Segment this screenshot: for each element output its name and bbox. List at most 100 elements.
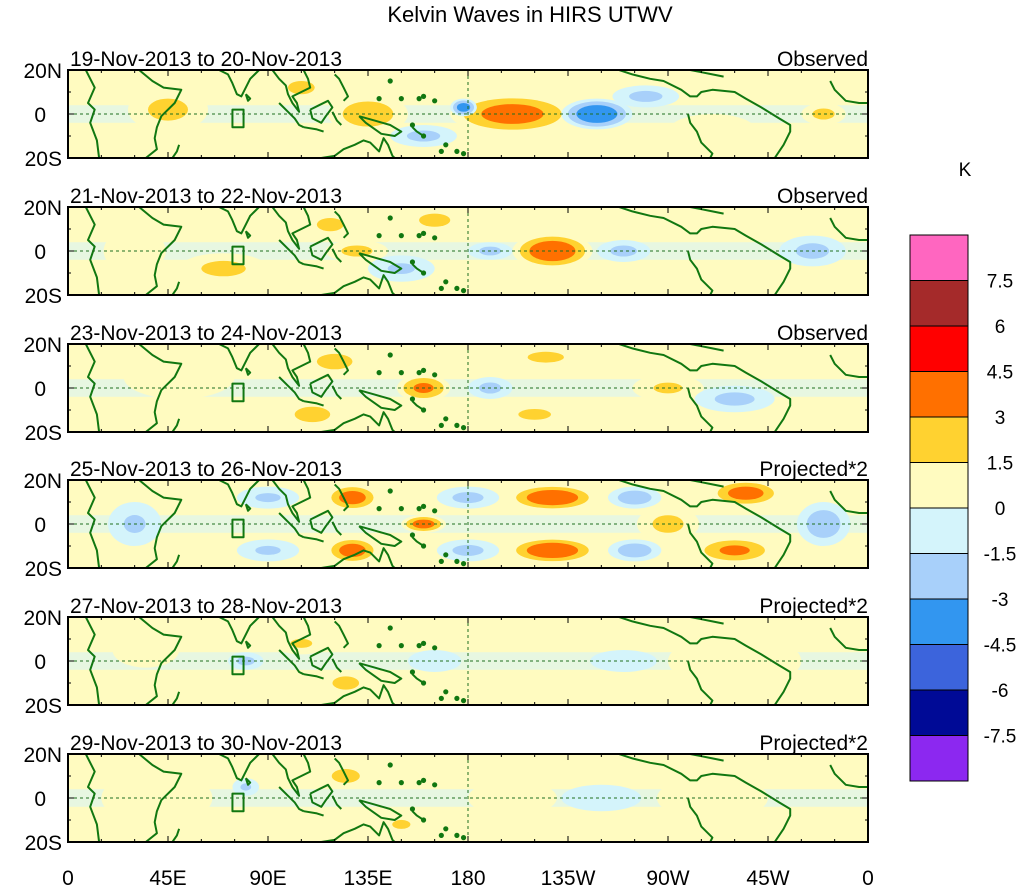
coastline [333, 757, 349, 786]
island-marker [432, 508, 438, 514]
anomaly-blob [303, 211, 357, 238]
coastline [411, 536, 425, 547]
island-marker [420, 817, 427, 823]
y-tick-label: 0 [34, 241, 46, 264]
coastline [687, 660, 714, 705]
coastline [244, 93, 252, 102]
anomaly-field [68, 70, 868, 158]
contour-level [728, 486, 764, 500]
island-marker [420, 407, 427, 413]
coastline [358, 525, 403, 547]
island-marker [432, 645, 438, 651]
coastline [618, 344, 792, 432]
coastline [618, 617, 792, 705]
anomaly-blob [401, 515, 446, 533]
colorbar-swatch [909, 553, 969, 600]
contour-level [255, 545, 281, 555]
island-marker [416, 780, 422, 786]
panel-date-range: 23-Nov-2013 to 24-Nov-2013 [70, 322, 342, 345]
anomaly-blob [276, 399, 348, 430]
colorbar-swatch [909, 462, 969, 509]
coastline [138, 70, 183, 158]
anomaly-blob [710, 480, 782, 507]
island-marker [454, 695, 460, 702]
coastline [278, 649, 305, 676]
anomaly-blob [112, 632, 180, 668]
coastline [321, 684, 396, 705]
x-tick-label: 180 [450, 867, 485, 887]
coastline [321, 821, 396, 842]
contour-level [452, 544, 484, 556]
coastline [333, 620, 349, 649]
coastline [331, 658, 343, 673]
x-tick-label: 135E [343, 867, 392, 887]
coastline [171, 554, 181, 568]
coastline [244, 777, 252, 786]
map-panel: 20N 0 20S 21-Nov-2013 to 22-Nov-2013 Observe… [23, 185, 869, 308]
contour-level [561, 784, 642, 812]
anomaly-blob [501, 344, 591, 371]
anomaly-blob [596, 240, 651, 262]
contour-level [812, 108, 835, 120]
coastline [84, 344, 101, 432]
coastline [244, 503, 252, 512]
colorbar-swatch [909, 280, 969, 327]
contour-level [316, 353, 353, 370]
coastline [84, 754, 101, 842]
island-marker [438, 422, 444, 429]
contour-level [456, 103, 471, 112]
panel-type-label: Observed [777, 322, 868, 345]
colorbar-level-label: 4.5 [987, 363, 1013, 384]
island-marker [460, 561, 467, 567]
coastline [309, 646, 334, 671]
island-marker [443, 142, 449, 148]
reference-box [231, 245, 245, 266]
y-tick-label: 20N [23, 607, 62, 630]
coastline [278, 102, 305, 129]
island-marker [432, 98, 438, 104]
anomaly-blob [508, 484, 597, 511]
map-panel: 20N 0 20S 29-Nov-2013 to 30-Nov-2013 Project… [23, 732, 869, 855]
island-marker [454, 148, 460, 155]
island-marker [409, 669, 416, 675]
contour-level [392, 819, 411, 829]
island-marker [420, 503, 427, 509]
coastline [618, 207, 792, 295]
island-marker [387, 625, 393, 631]
island-marker [420, 93, 427, 99]
coastline [333, 483, 349, 512]
contour-level [419, 213, 451, 227]
island-marker [454, 285, 460, 292]
colorbar-swatch [909, 416, 969, 463]
coastline [331, 795, 343, 810]
anomaly-blob [299, 346, 371, 377]
map-panel: 20N 0 20S 25-Nov-2013 to 26-Nov-2013 Project… [23, 458, 869, 581]
anomaly-blob [608, 539, 662, 562]
coastline [218, 617, 260, 645]
coastline [278, 512, 305, 539]
anomaly-blob [479, 621, 591, 648]
colorbar-level-label: 6 [995, 317, 1006, 338]
coastline [358, 662, 403, 684]
contour-level [526, 542, 579, 559]
x-tick-label: 45E [149, 867, 186, 887]
anomaly-blob [479, 669, 591, 697]
panel-type-label: Projected*2 [759, 458, 868, 481]
y-tick-label: 20N [23, 744, 62, 767]
island-marker [443, 416, 449, 422]
island-marker [454, 422, 460, 429]
panel-type-label: Observed [777, 185, 868, 208]
island-marker [438, 832, 444, 839]
coastline [309, 236, 334, 261]
island-marker [454, 832, 460, 839]
contour-level [255, 493, 281, 503]
contour-level [714, 392, 755, 406]
coastline [358, 389, 403, 411]
anomaly-blob [319, 669, 373, 697]
island-marker [420, 367, 427, 373]
island-marker [420, 543, 427, 549]
island-marker [438, 148, 444, 155]
contour-level [527, 351, 564, 363]
island-marker [416, 96, 422, 102]
island-marker [398, 643, 404, 649]
